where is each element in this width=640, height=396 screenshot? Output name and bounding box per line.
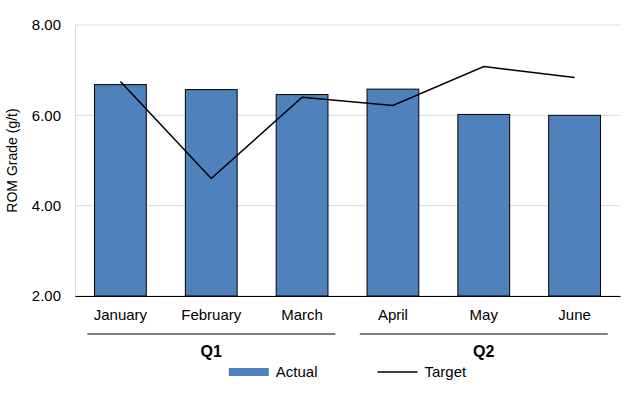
legend-swatch [378,371,418,373]
grid-line [75,296,620,297]
x-tick: April [378,296,408,323]
x-tick-label: April [378,306,408,323]
grid-line [75,115,620,116]
line [120,67,574,179]
x-tick-label: January [94,306,148,323]
x-axis: January February March April May June [76,296,621,323]
y-axis: 2.00 4.00 6.00 8.00 [32,16,76,304]
grid-line [75,25,620,26]
bars [95,85,601,296]
group-label: Q1 [201,343,222,360]
x-tick: March [281,296,323,323]
grid-line [75,205,620,206]
y-tick: 2.00 [32,287,75,304]
x-tick-label: February [181,306,242,323]
legend-swatch [229,368,269,376]
y-axis-title: ROM Grade (g/t) [4,108,20,212]
x-tick: January [94,296,148,323]
legend-item: Actual [229,363,318,380]
x-axis-line [76,296,621,297]
y-axis-line [75,26,76,297]
legend-label: Target [425,363,468,380]
group-line [360,334,608,335]
x-tick: May [470,296,499,323]
bar [276,95,328,296]
grid [75,25,620,296]
x-groups: Q1 Q2 [87,334,607,360]
y-tick: 6.00 [32,107,75,124]
y-tick: 4.00 [32,197,75,214]
legend-label: Actual [276,363,318,380]
legend: Actual Target [229,363,467,380]
y-tick-label: 8.00 [32,16,61,33]
bar [185,90,237,296]
x-tick: February [181,296,242,323]
group-label: Q2 [473,343,494,360]
bar [458,114,510,296]
bar [367,89,419,296]
x-tick-label: June [558,306,591,323]
x-tick-label: May [470,306,499,323]
x-tick-label: March [281,306,323,323]
group-line [87,334,335,335]
y-tick-label: 6.00 [32,107,61,124]
chart: 2.00 4.00 6.00 8.00 ROM Grade (g/t) January Fe… [0,0,640,396]
bar [95,85,147,296]
y-tick: 8.00 [32,16,75,33]
legend-item: Target [378,363,468,380]
x-tick: June [558,296,591,323]
marks [95,67,601,296]
y-tick-label: 2.00 [32,287,61,304]
bar [549,115,601,296]
y-tick-label: 4.00 [32,197,61,214]
